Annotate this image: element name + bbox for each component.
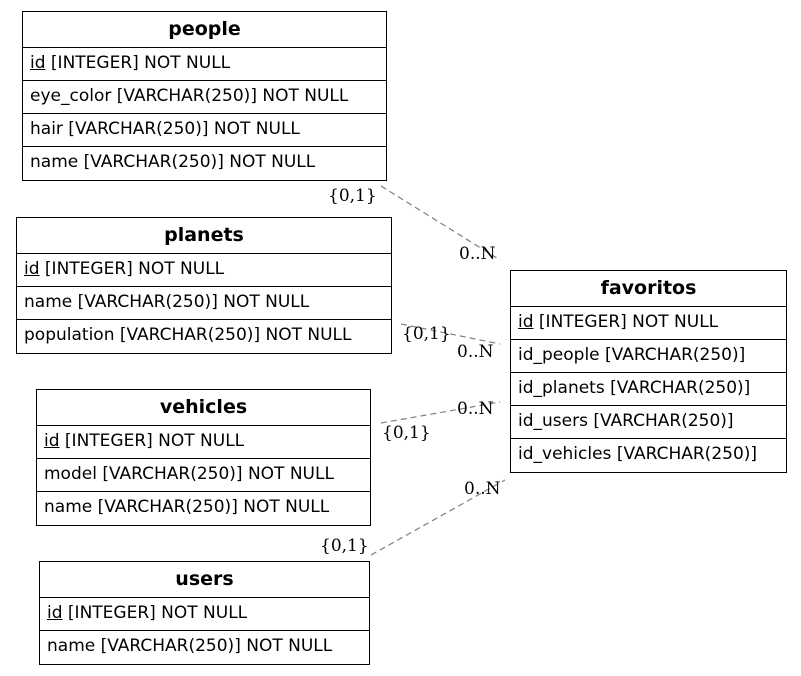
- card-people-from: {0,1}: [328, 186, 377, 206]
- pk-name: id: [30, 53, 46, 73]
- pk-type: [INTEGER] NOT NULL: [62, 603, 248, 623]
- pk-row: id [INTEGER] NOT NULL: [40, 598, 369, 631]
- card-users-from: {0,1}: [320, 536, 369, 556]
- entity-title: people: [23, 12, 386, 48]
- card-vehicles-to: 0..N: [457, 399, 494, 419]
- attribute-row: id_vehicles [VARCHAR(250)]: [518, 444, 758, 464]
- pk-row: id [INTEGER] NOT NULL: [511, 307, 786, 340]
- card-vehicles-from: {0,1}: [382, 423, 431, 443]
- edge-planets-favoritos: [400, 323, 501, 345]
- attribute-row: name [VARCHAR(250)] NOT NULL: [30, 152, 316, 172]
- attribute-row: name [VARCHAR(250)] NOT NULL: [17, 287, 391, 320]
- attribute-row: model [VARCHAR(250)] NOT NULL: [37, 459, 370, 492]
- pk-type: [INTEGER] NOT NULL: [533, 312, 719, 332]
- entity-title: vehicles: [37, 390, 370, 426]
- pk-name: id: [47, 603, 63, 623]
- card-planets-to: 0..N: [457, 342, 494, 362]
- edge-people-favoritos: [380, 185, 501, 261]
- attribute-row: population [VARCHAR(250)] NOT NULL: [24, 325, 352, 345]
- pk-type: [INTEGER] NOT NULL: [45, 53, 231, 73]
- pk-type: [INTEGER] NOT NULL: [39, 259, 225, 279]
- attribute-row: eye_color [VARCHAR(250)] NOT NULL: [23, 81, 386, 114]
- entity-planets: planets id [INTEGER] NOT NULL name [VARC…: [16, 217, 392, 354]
- edge-vehicles-favoritos: [380, 401, 501, 424]
- attribute-row: id_users [VARCHAR(250)]: [511, 406, 786, 439]
- edge-users-favoritos: [370, 479, 506, 556]
- entity-title: favoritos: [511, 271, 786, 307]
- attribute-row: id_people [VARCHAR(250)]: [511, 340, 786, 373]
- pk-type: [INTEGER] NOT NULL: [59, 431, 245, 451]
- attribute-row: hair [VARCHAR(250)] NOT NULL: [23, 114, 386, 147]
- card-people-to: 0..N: [459, 244, 496, 264]
- attribute-row: name [VARCHAR(250)] NOT NULL: [44, 497, 330, 517]
- attribute-row: name [VARCHAR(250)] NOT NULL: [47, 636, 333, 656]
- entity-vehicles: vehicles id [INTEGER] NOT NULL model [VA…: [36, 389, 371, 526]
- attribute-row: id_planets [VARCHAR(250)]: [511, 373, 786, 406]
- pk-row: id [INTEGER] NOT NULL: [17, 254, 391, 287]
- entity-title: planets: [17, 218, 391, 254]
- card-users-to: 0..N: [464, 479, 501, 499]
- entity-users: users id [INTEGER] NOT NULL name [VARCHA…: [39, 561, 370, 665]
- pk-name: id: [24, 259, 40, 279]
- entity-title: users: [40, 562, 369, 598]
- entity-people: people id [INTEGER] NOT NULL eye_color […: [22, 11, 387, 181]
- pk-name: id: [44, 431, 60, 451]
- pk-name: id: [518, 312, 534, 332]
- pk-row: id [INTEGER] NOT NULL: [23, 48, 386, 81]
- card-planets-from: {0,1}: [402, 324, 451, 344]
- entity-favoritos: favoritos id [INTEGER] NOT NULL id_peopl…: [510, 270, 787, 473]
- pk-row: id [INTEGER] NOT NULL: [37, 426, 370, 459]
